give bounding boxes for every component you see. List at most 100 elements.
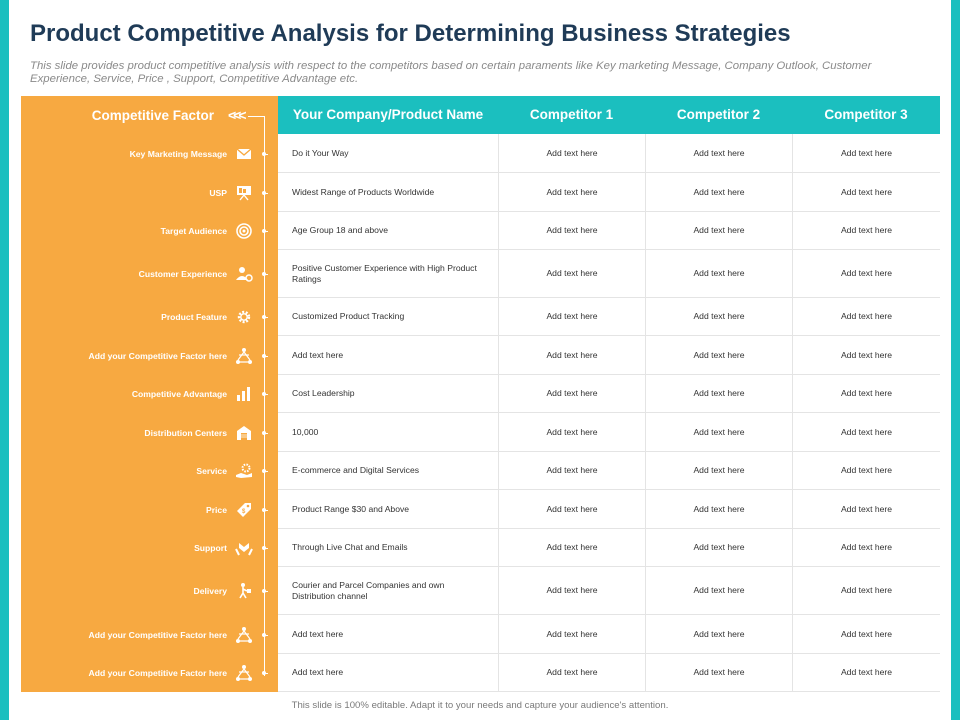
bracket-tick [264,394,268,395]
cell-text: 10,000 [292,426,319,437]
cell-text: E-commerce and Digital Services [292,465,420,475]
factor-label: Distribution Centers [144,427,227,438]
cell-text: Add text here [546,503,598,514]
bracket-dot [262,469,266,473]
company-cell: Courier and Parcel Companies and own Dis… [278,567,498,614]
table-row: E-commerce and Digital Services Add text … [278,452,940,490]
footer-note: This slide is 100% editable. Adapt it to… [291,700,669,711]
bracket-tick [264,432,268,434]
cell-text: Add text here [840,465,893,475]
table-row: Add text here Add text here Add text here A… [278,654,940,692]
company-cell: Product Range $30 and Above [278,490,498,528]
competitor-3-cell: Add text here [792,490,940,528]
factor-label: Add your Competitive Factor here [88,629,227,640]
cell-text: Add text here [693,186,745,197]
factor-row: Price $ [21,490,278,529]
competitor-3-cell: Add text here [792,654,940,691]
competitor-3-cell: Add text here [792,375,940,412]
factor-row: Product Feature [21,298,278,336]
factor-row: Add your Competitive Factor here [21,615,278,654]
factor-row: Service [21,452,278,490]
cell-text: Add text here [693,147,745,158]
company-cell: Through Live Chat and Emails [278,529,498,566]
cell-text: Add text here [840,147,893,158]
cell-text: Add text here [840,542,893,552]
bracket-connector-top [248,116,265,117]
company-cell: Widest Range of Products Worldwide [278,173,498,211]
competitive-factor-header: Competitive Factor <<< [21,96,278,134]
cell-text: Add text here [546,585,598,595]
cell-text: Add text here [292,667,344,677]
factor-label: Service [196,466,227,476]
competitor-3-cell: Add text here [792,452,940,489]
delivery-person-icon [235,582,253,600]
table-row: Through Live Chat and Emails Add text her… [278,529,940,567]
bracket-dot [262,392,266,396]
network-icon [235,664,253,682]
competitor-1-cell: Add text here [498,375,645,412]
bracket-tick [264,509,268,511]
competitive-factor-panel [21,96,278,692]
competitor-1-cell: Add text here [498,212,645,249]
column-header-competitor-3: Competitor 3 [824,107,908,122]
cell-text: Add text here [840,268,893,278]
cell-text: Add text here [840,349,893,360]
cell-text: Add text here [546,388,598,398]
left-accent-bar [0,0,9,720]
bracket-tick [264,634,268,636]
cell-text: Add text here [840,225,893,235]
cell-text: Positive Customer Experience with High P… [292,262,477,284]
bracket-tick [264,317,268,318]
bracket-dot [262,353,266,358]
factor-label: Support [194,543,227,553]
cell-text: Product Range $30 and Above [292,503,410,514]
table-header: Your Company/Product Name Competitor 1 C… [278,96,940,134]
column-header-company: Your Company/Product Name [292,107,484,122]
cell-text: Add text here [693,465,745,475]
cell-text: Add text here [693,268,745,278]
bracket-dot [262,546,266,550]
competitor-3-cell: Add text here [792,134,940,172]
factor-label: Target Audience [160,226,227,236]
network-icon [235,347,253,365]
cell-text: Cost Leadership [292,388,355,398]
bracket-tick [264,153,268,155]
cell-text: Customized Product Tracking [292,311,405,321]
company-cell: Cost Leadership [278,375,498,412]
cell-text: Add text here [546,147,598,158]
competitor-1-cell: Add text here [498,413,645,451]
cell-text: Add text here [693,225,745,235]
cell-text: Add text here [693,388,745,398]
cell-text: Add text here [840,585,893,595]
competitor-3-cell: Add text here [792,615,940,653]
factor-row: Customer Experience [21,250,278,298]
company-cell: Add text here [278,654,498,691]
bracket-tick [264,673,268,674]
cell-text: Add text here [546,225,598,235]
competitor-1-cell: Add text here [498,173,645,211]
cell-text: Add text here [693,542,745,552]
bracket-tick [264,548,268,549]
competitor-2-cell: Add text here [645,567,792,614]
company-cell: Do it Your Way [278,134,498,172]
company-cell: Customized Product Tracking [278,298,498,335]
page-subtitle: This slide provides product competitive … [30,60,872,85]
cell-text: Add text here [693,311,745,321]
competitor-2-cell: Add text here [645,173,792,211]
factor-row: Target Audience [21,212,278,250]
cell-text: Add text here [546,349,598,360]
cell-text: Add text here [840,503,893,514]
bracket-tick [264,471,268,472]
table-row: Cost Leadership Add text here Add text her… [278,375,940,413]
target-icon [235,222,253,240]
bracket-dot [262,272,266,276]
hand-gear-icon [235,462,253,480]
column-header-competitor-2: Competitor 2 [676,107,761,122]
competitor-3-cell: Add text here [792,250,940,297]
bracket-dot [262,229,266,233]
cell-text: Add text here [546,542,598,552]
warehouse-icon [235,424,253,442]
table-row: Widest Range of Products Worldwide Add te… [278,173,940,212]
right-accent-bar [951,0,960,720]
cell-text: Add text here [546,186,598,197]
